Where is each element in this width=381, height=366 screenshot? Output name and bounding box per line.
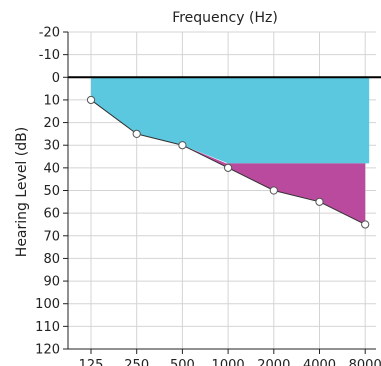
y-tick-label: 40 (43, 161, 60, 176)
x-tick-labels: 125 250 500 1000 2000 4000 8000 (79, 358, 381, 366)
y-tick-label: -20 (39, 26, 60, 41)
x-tick-label: 2000 (257, 358, 290, 366)
x-tick-label: 500 (170, 358, 195, 366)
y-tick-label: 60 (43, 207, 60, 222)
y-tick-label: 50 (43, 184, 60, 199)
grid (68, 31, 376, 350)
x-tick-label: 125 (79, 358, 104, 366)
data-point (86, 95, 96, 105)
y-axis-label: Hearing Level (dB) (14, 127, 30, 257)
data-point (224, 163, 233, 172)
y-tick-labels: -20 -10 0 10 20 30 40 50 60 70 80 90 100 110 120 (35, 26, 60, 358)
y-tick-label: 10 (43, 93, 60, 108)
y-tick-label: 110 (35, 320, 60, 335)
data-point (132, 129, 141, 138)
data-point (315, 197, 324, 206)
data-point (178, 141, 187, 150)
y-tick-label: -10 (39, 48, 60, 63)
y-tick-label: 100 (35, 297, 60, 312)
data-point (361, 220, 370, 229)
x-tick-label: 8000 (349, 358, 381, 366)
axes (63, 31, 376, 354)
y-tick-label: 0 (52, 71, 60, 86)
y-tick-label: 80 (43, 252, 60, 267)
cyan-region (91, 77, 370, 164)
series-layer (86, 95, 370, 229)
shaded-regions (91, 77, 370, 225)
x-tick-label: 4000 (303, 358, 336, 366)
y-tick-label: 20 (43, 116, 60, 131)
x-tick-label: 1000 (212, 358, 245, 366)
y-tick-label: 30 (43, 139, 60, 154)
y-tick-label: 120 (35, 343, 60, 358)
data-point (269, 186, 278, 195)
chart-title: Frequency (Hz) (172, 10, 278, 26)
y-tick-label: 90 (43, 275, 60, 290)
x-tick-label: 250 (124, 358, 149, 366)
y-tick-label: 70 (43, 229, 60, 244)
